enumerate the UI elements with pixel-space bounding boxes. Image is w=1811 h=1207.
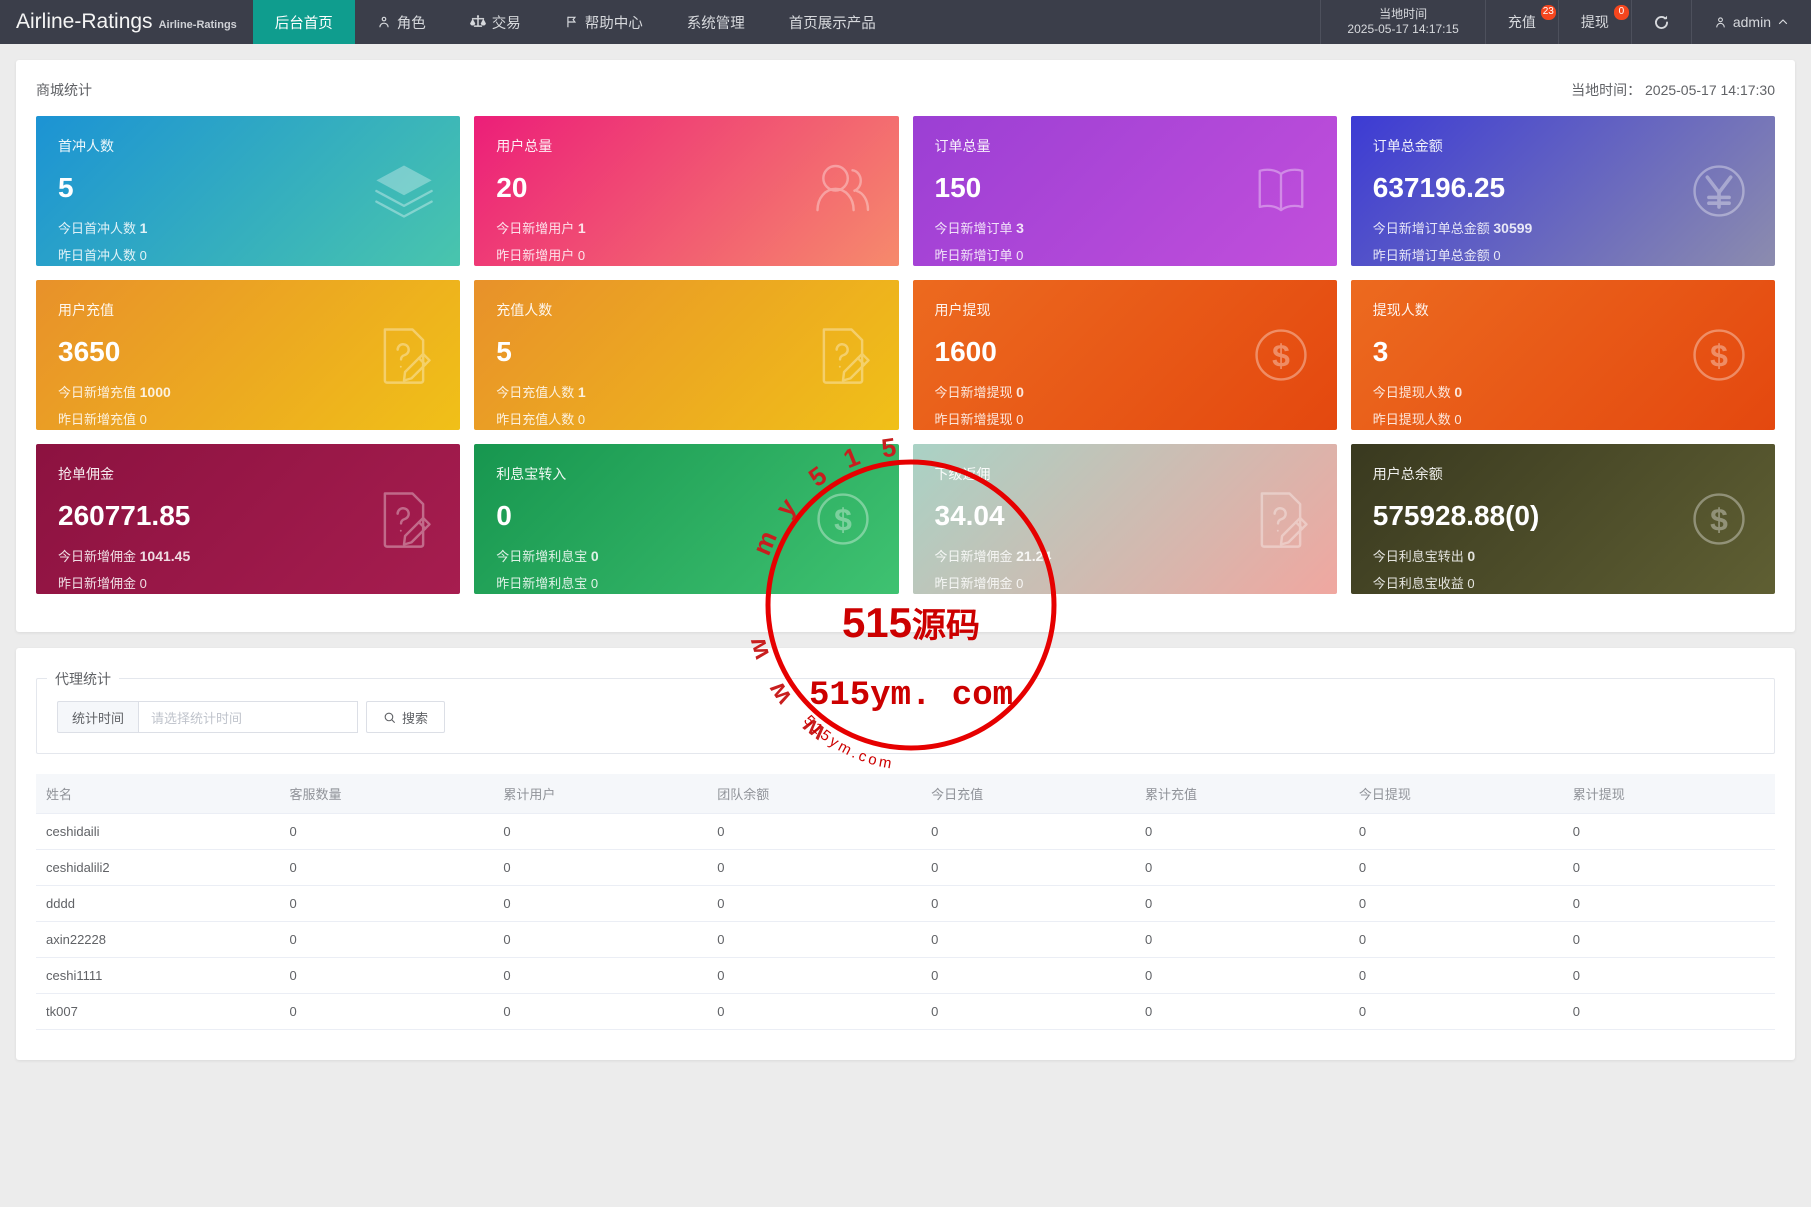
svg-text:$: $	[1710, 502, 1728, 538]
svg-text:$: $	[834, 502, 852, 538]
svg-text:$: $	[1710, 338, 1728, 374]
svg-text:$: $	[1272, 338, 1290, 374]
